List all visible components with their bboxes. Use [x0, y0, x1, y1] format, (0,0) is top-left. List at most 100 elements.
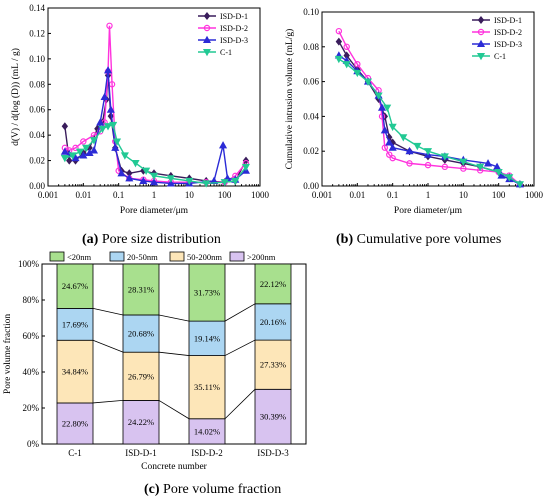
data-label: 14.02%	[194, 426, 220, 436]
data-point	[343, 43, 350, 51]
connector-line	[158, 351, 190, 356]
data-point	[68, 152, 77, 160]
data-point	[75, 148, 84, 156]
plot-frame	[47, 7, 261, 187]
legend-marker	[202, 48, 212, 57]
y-tick-label: 40%	[23, 367, 40, 377]
data-point	[405, 146, 414, 155]
plot-frame	[41, 263, 307, 445]
caption-c-text: Pore volume fraction	[163, 482, 282, 497]
y-tick-label: 0.00	[303, 181, 319, 191]
legend-label: ISD-D-3	[220, 36, 248, 45]
caption-b-text: Cumulative pore volumes	[356, 232, 502, 247]
x-tick-label: 1	[152, 190, 157, 200]
data-point	[381, 144, 389, 151]
caption-c-letter: (c)	[144, 482, 160, 497]
stacked-bar-chart: 0% 20% 40% 60% 80% 100% C-1 22.80% 34.84% 17.69% 2…	[2, 251, 307, 472]
data-point	[106, 105, 115, 113]
x-tick-label: 0.1	[113, 190, 124, 200]
data-point	[71, 153, 80, 162]
y-axis-title: Pore volume fraction	[2, 314, 13, 394]
bar-segment	[122, 400, 160, 445]
data-point	[389, 154, 396, 162]
data-point	[231, 177, 240, 186]
data-point	[342, 61, 351, 69]
data-point	[82, 144, 91, 153]
connector-line	[92, 400, 124, 404]
data-point	[125, 174, 134, 182]
caption-b: (b) Cumulative pore volumes	[336, 232, 501, 248]
bar-segment	[56, 402, 94, 445]
data-point	[60, 154, 69, 163]
data-point	[106, 22, 113, 29]
data-label: 30.39%	[260, 412, 286, 422]
series-line-isd-d-2	[338, 30, 521, 185]
data-point	[149, 172, 159, 181]
data-point	[505, 174, 514, 182]
y-tick-label: 0.08	[303, 42, 319, 52]
legend-label: C-1	[494, 52, 506, 61]
y-tick-label: 0.08	[29, 79, 45, 89]
legend-marker	[203, 11, 211, 21]
bar-segment	[188, 263, 226, 322]
legend-label: ISD-D-2	[220, 24, 248, 33]
caption-a-letter: (a)	[82, 232, 99, 247]
x-tick-label: 10	[185, 190, 195, 200]
y-tick-label: 0.02	[303, 146, 319, 156]
legend-label: ISD-D-2	[494, 28, 522, 37]
legend-marker	[476, 52, 486, 61]
connector-line	[92, 339, 124, 353]
data-label: 26.79%	[128, 371, 154, 381]
x-tick-label: 100	[492, 190, 506, 200]
data-label: 34.84%	[62, 367, 88, 377]
data-point	[494, 169, 503, 177]
data-point	[109, 121, 118, 130]
data-point	[385, 138, 394, 146]
legend-swatch	[169, 251, 185, 262]
data-label: 20.68%	[128, 329, 154, 339]
bar-segment	[188, 418, 226, 445]
legend-label: ISD-D-3	[494, 40, 522, 49]
data-point	[386, 151, 393, 158]
data-point	[103, 123, 113, 131]
y-tick-label: 0.06	[303, 77, 319, 87]
x-tick-label: ISD-D-1	[125, 448, 157, 458]
data-point	[166, 175, 175, 183]
y-tick-label: 0.02	[29, 156, 45, 166]
y-tick-label: 0.04	[303, 111, 319, 121]
data-point	[149, 177, 159, 186]
legend-marker	[477, 15, 485, 25]
data-point	[89, 146, 99, 154]
x-tick-label: 0.01	[75, 190, 91, 200]
x-tick-label: C-1	[68, 448, 82, 458]
data-point	[142, 167, 151, 175]
legend-label: ISD-D-1	[494, 16, 522, 25]
x-axis-title: Concrete number	[141, 462, 208, 472]
y-tick-label: 100%	[18, 259, 40, 269]
y-tick-label: 0.10	[29, 54, 45, 64]
data-point	[166, 179, 175, 187]
series-line-c-1	[338, 58, 521, 185]
data-point	[72, 144, 79, 152]
data-point	[335, 27, 343, 35]
caption-a: (a) Pore size distribution	[82, 232, 221, 248]
x-tick-label: 0.1	[387, 190, 398, 200]
data-point	[399, 134, 408, 142]
data-point	[383, 104, 392, 112]
legend-marker	[203, 24, 211, 32]
data-point	[497, 171, 506, 179]
x-tick-label: 10	[459, 190, 469, 200]
x-tick-label: ISD-D-2	[191, 448, 223, 458]
y-tick-label: 0.06	[29, 105, 45, 115]
data-point	[113, 138, 122, 146]
data-point	[117, 169, 126, 177]
connector-line	[92, 308, 124, 316]
bar-segment	[254, 303, 292, 341]
data-point	[61, 122, 69, 131]
data-label: 35.11%	[194, 382, 220, 392]
data-point	[79, 151, 88, 159]
data-label: 22.80%	[62, 418, 88, 428]
data-label: 24.67%	[62, 281, 88, 291]
bar-segment	[56, 263, 94, 309]
bar-segment	[254, 263, 292, 305]
